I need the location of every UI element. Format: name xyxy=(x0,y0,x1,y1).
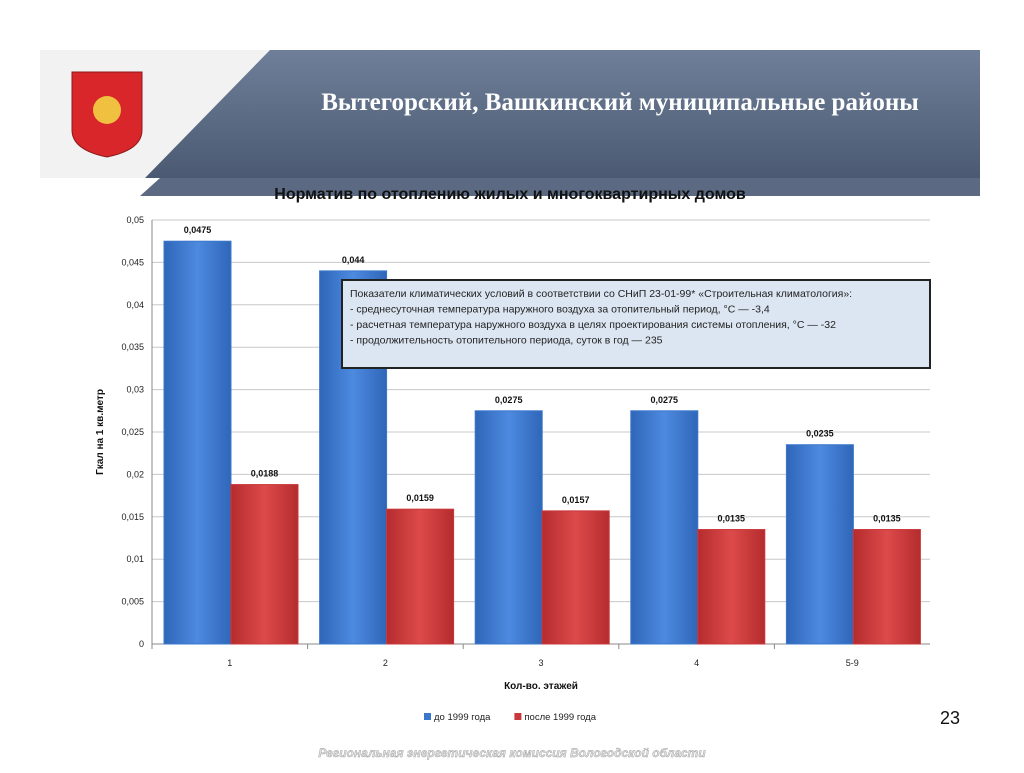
y-tick-label: 0,05 xyxy=(126,215,144,225)
legend-label: после 1999 года xyxy=(524,712,596,723)
annotation-line: - среднесуточная температура наружного в… xyxy=(350,304,770,316)
bar xyxy=(163,240,232,645)
y-tick-label: 0,04 xyxy=(126,300,144,310)
value-label: 0,0135 xyxy=(718,514,746,524)
bar xyxy=(230,484,299,645)
annotation-line: Показатели климатических условий в соотв… xyxy=(350,288,852,300)
x-tick-label: 5-9 xyxy=(846,658,859,668)
header-strip xyxy=(40,178,980,196)
bar xyxy=(541,510,610,645)
x-tick-label: 2 xyxy=(383,658,388,668)
header-title: Вытегорский, Вашкинский муниципальные ра… xyxy=(321,89,919,116)
x-tick-label: 3 xyxy=(538,658,543,668)
page-number: 23 xyxy=(940,708,960,728)
bar xyxy=(697,529,766,645)
y-tick-label: 0,025 xyxy=(121,427,144,437)
x-tick-label: 1 xyxy=(227,658,232,668)
value-label: 0,0188 xyxy=(251,469,279,479)
y-tick-label: 0,015 xyxy=(121,512,144,522)
value-label: 0,0235 xyxy=(806,429,834,439)
value-label: 0,0159 xyxy=(406,493,434,503)
y-tick-label: 0,035 xyxy=(121,342,144,352)
value-label: 0,0135 xyxy=(873,514,901,524)
bar xyxy=(785,444,854,645)
x-axis-label: Кол-во. этажей xyxy=(504,681,578,692)
bar xyxy=(474,410,543,645)
value-label: 0,0475 xyxy=(184,225,212,235)
value-label: 0,044 xyxy=(342,255,365,265)
coat-of-arms-emblem xyxy=(93,96,121,124)
bar xyxy=(852,529,921,645)
annotation-line: - расчетная температура наружного воздух… xyxy=(350,319,836,331)
value-label: 0,0275 xyxy=(651,395,679,405)
bar xyxy=(630,410,699,645)
x-tick-label: 4 xyxy=(694,658,699,668)
y-tick-label: 0,005 xyxy=(121,597,144,607)
header-strip-cut xyxy=(40,178,160,196)
bar xyxy=(386,508,455,645)
y-tick-label: 0,03 xyxy=(126,385,144,395)
annotation-line: - продолжительность отопительного период… xyxy=(350,335,663,347)
legend-swatch xyxy=(424,713,431,720)
y-tick-label: 0,045 xyxy=(121,257,144,267)
y-tick-label: 0 xyxy=(139,639,144,649)
y-axis-label: Гкал на 1 кв.метр xyxy=(95,389,106,475)
annotation-box xyxy=(341,279,931,369)
y-tick-label: 0,02 xyxy=(126,469,144,479)
chart-title: Норматив по отоплению жилых и многокварт… xyxy=(274,186,746,203)
value-label: 0,0275 xyxy=(495,395,523,405)
value-label: 0,0157 xyxy=(562,495,590,505)
legend-swatch xyxy=(514,713,522,720)
y-tick-label: 0,01 xyxy=(126,554,144,564)
legend-label: до 1999 года xyxy=(434,712,491,723)
footer: Региональная энергетическая комиссия Вол… xyxy=(318,746,706,760)
